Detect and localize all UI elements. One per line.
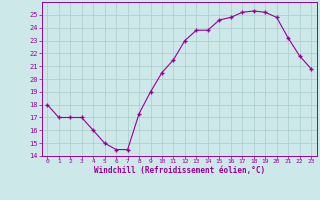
X-axis label: Windchill (Refroidissement éolien,°C): Windchill (Refroidissement éolien,°C) (94, 166, 265, 175)
